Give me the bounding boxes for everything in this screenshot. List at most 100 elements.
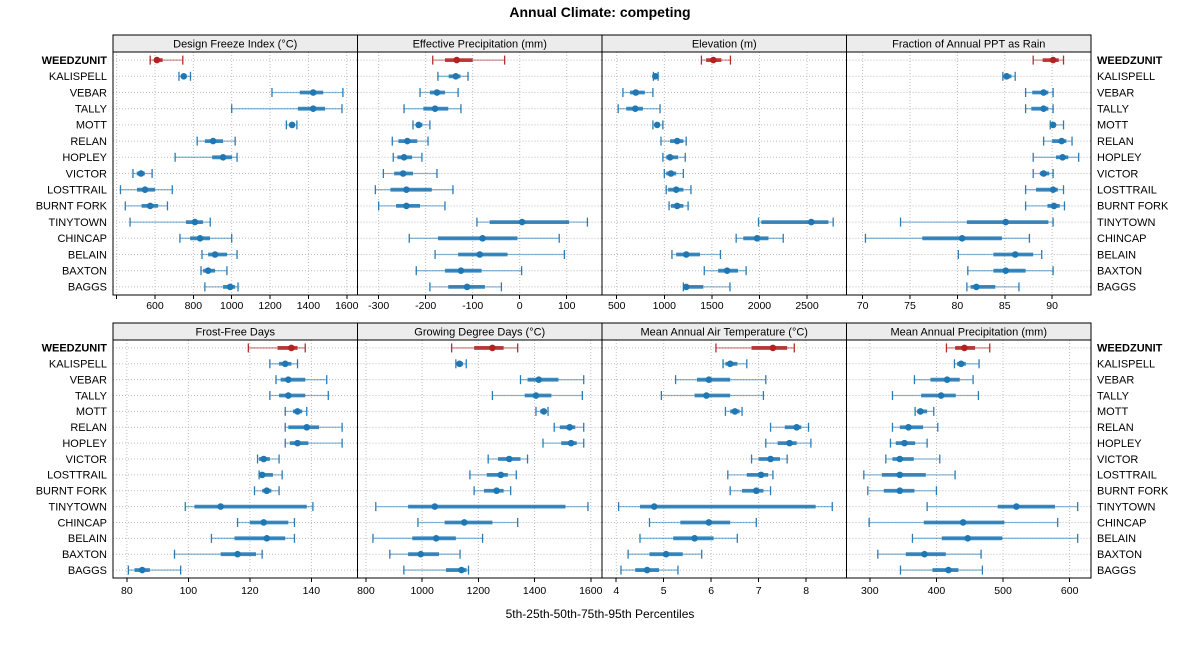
median-dot [653, 121, 661, 129]
station-label-right: CHINCAP [1097, 233, 1147, 245]
percentile-marker [408, 233, 560, 243]
panel-strip-title: Frost-Free Days [196, 327, 276, 339]
percentile-marker [1049, 120, 1065, 130]
station-label-right: HOPLEY [1097, 152, 1142, 164]
axis-tick-label: 1400 [297, 300, 321, 312]
median-dot [417, 550, 425, 558]
median-dot [281, 360, 289, 368]
median-dot [896, 487, 904, 495]
station-label-right: VICTOR [1097, 454, 1138, 466]
panel-strip-title: Effective Precipitation (mm) [413, 39, 547, 51]
percentile-marker [1032, 169, 1054, 178]
percentile-marker [535, 406, 549, 416]
station-label-right: BELAIN [1097, 249, 1136, 261]
median-dot [146, 202, 154, 210]
percentile-marker [668, 201, 689, 211]
percentile-marker [284, 438, 343, 448]
percentile-marker [914, 406, 935, 416]
station-label-right: VICTOR [1097, 168, 1138, 180]
median-dot [1049, 56, 1057, 64]
percentile-marker [178, 71, 192, 81]
median-dot [673, 137, 681, 145]
median-dot [431, 503, 439, 510]
percentile-marker [1024, 201, 1066, 211]
median-dot [458, 566, 465, 574]
percentile-marker [378, 201, 446, 211]
axis-tick-label: 100 [558, 300, 576, 312]
station-label-left: MOTT [76, 406, 107, 418]
median-dot [403, 186, 410, 193]
station-label-left: LOSTTRAIL [47, 185, 107, 197]
median-dot [415, 121, 422, 129]
median-dot [505, 455, 513, 463]
median-dot [518, 218, 526, 226]
median-dot [400, 154, 408, 161]
percentile-marker [375, 502, 589, 512]
median-dot [921, 550, 928, 558]
median-dot [643, 566, 651, 574]
median-dot [937, 392, 945, 399]
percentile-marker [765, 438, 812, 448]
axis-tick-label: 2000 [748, 300, 772, 312]
percentile-marker [392, 152, 423, 162]
median-dot [807, 218, 815, 226]
axis-tick-label: 80 [952, 300, 964, 312]
axis-tick-label: 8 [803, 585, 809, 597]
median-dot [973, 283, 980, 291]
station-label-right: BELAIN [1097, 533, 1136, 545]
percentile-marker [491, 391, 583, 401]
median-dot [705, 376, 713, 383]
station-label-left: VEBAR [70, 374, 107, 386]
station-label-right: BURNT FORK [1097, 201, 1169, 213]
station-label-right: RELAN [1097, 136, 1134, 148]
percentile-marker [519, 375, 585, 385]
station-label-right: LOSTTRAIL [1097, 185, 1157, 197]
panel-strip-title: Growing Degree Days (°C) [414, 327, 545, 339]
median-dot [710, 56, 717, 64]
percentile-marker [1042, 136, 1073, 146]
axis-tick-label: -100 [462, 300, 483, 312]
median-dot [432, 535, 440, 542]
median-dot [456, 360, 463, 368]
percentile-marker [173, 549, 263, 559]
panel-growing-degree-days-c: Growing Degree Days (°C) 800 1000 1200 1400 1… [357, 322, 603, 597]
median-dot [260, 519, 267, 526]
percentile-marker [127, 565, 182, 575]
station-label-right: MOTT [1097, 120, 1128, 132]
percentile-marker [617, 502, 833, 512]
percentile-marker [231, 104, 343, 114]
station-label-left: WEEDZUNIT [42, 343, 108, 355]
median-dot [263, 487, 271, 495]
station-label-left: HOPLEY [62, 152, 107, 164]
axis-tick-label: 85 [999, 300, 1011, 312]
percentile-marker [662, 152, 686, 162]
percentile-marker [899, 565, 984, 575]
axis-tick-label: 140 [303, 585, 321, 597]
axis-tick-label: 0 [517, 300, 523, 312]
percentile-marker [891, 422, 939, 432]
percentile-marker [1002, 71, 1016, 81]
percentile-marker [769, 422, 810, 432]
percentile-marker [200, 266, 228, 276]
axis-tick-label: 100 [180, 585, 198, 597]
median-dot [540, 408, 548, 415]
percentile-marker [652, 120, 664, 130]
percentile-marker [129, 217, 211, 227]
percentile-marker [1032, 152, 1080, 162]
percentile-marker [867, 486, 938, 496]
median-dot [460, 519, 468, 526]
percentile-marker [622, 88, 654, 97]
percentile-marker [703, 266, 747, 276]
percentile-marker [911, 533, 1079, 543]
median-dot [767, 455, 774, 463]
station-label-right: VEBAR [1097, 87, 1134, 99]
percentile-marker [403, 565, 470, 575]
percentile-marker [620, 565, 679, 575]
station-label-left: BAGGS [68, 565, 107, 577]
median-dot [961, 344, 968, 352]
median-dot [285, 376, 292, 383]
median-dot [731, 408, 739, 415]
median-dot [489, 344, 496, 352]
percentile-marker [926, 502, 1079, 512]
